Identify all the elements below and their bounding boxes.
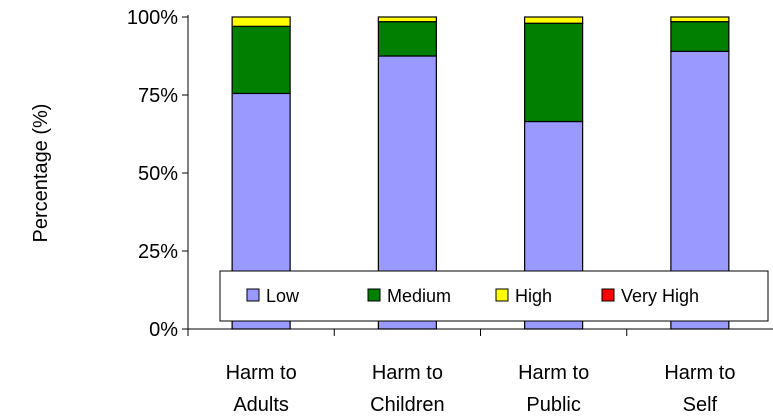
bar-segment-medium-2 — [377, 21, 437, 57]
legend-swatch-medium — [367, 288, 381, 302]
legend-label-very-high: Very High — [621, 286, 699, 306]
bar-segment-medium-3 — [524, 22, 584, 123]
x-tick-label: Harm to — [518, 362, 589, 384]
legend-label-medium: Medium — [387, 286, 451, 306]
y-tick-label: 100% — [127, 7, 178, 29]
axes-layer: 0% 25% 50% 75% 100% Harm to Adults Harm to Child… — [30, 7, 773, 416]
bar-segment-medium-4 — [670, 21, 730, 52]
y-axis-title: Percentage (%) — [30, 104, 52, 243]
legend-swatch-very-high — [601, 288, 615, 302]
x-tick-label: Harm to — [664, 362, 735, 384]
legend-label-low: Low — [266, 286, 300, 306]
bar-segment-high-4 — [670, 16, 730, 23]
x-tick-label: Self — [683, 394, 718, 416]
legend-box — [219, 270, 769, 322]
bar-segment-high-1 — [231, 16, 291, 27]
legend-swatch-low — [246, 288, 260, 302]
x-tick-label: Harm to — [226, 362, 297, 384]
bar-segment-medium-1 — [231, 25, 291, 95]
legend: Low Medium High Very High — [219, 270, 769, 322]
legend-swatch-high — [495, 288, 509, 302]
legend-label-high: High — [515, 286, 552, 306]
y-tick-label: 0% — [149, 319, 178, 341]
y-tick-label: 75% — [138, 85, 178, 107]
x-tick-label: Public — [526, 394, 580, 416]
bar-segment-high-2 — [377, 16, 437, 23]
x-tick-label: Harm to — [372, 362, 443, 384]
x-tick-label: Children — [370, 394, 444, 416]
bar-segment-high-3 — [524, 16, 584, 24]
y-tick-label: 25% — [138, 241, 178, 263]
x-tick-label: Adults — [233, 394, 289, 416]
y-tick-label: 50% — [138, 163, 178, 185]
